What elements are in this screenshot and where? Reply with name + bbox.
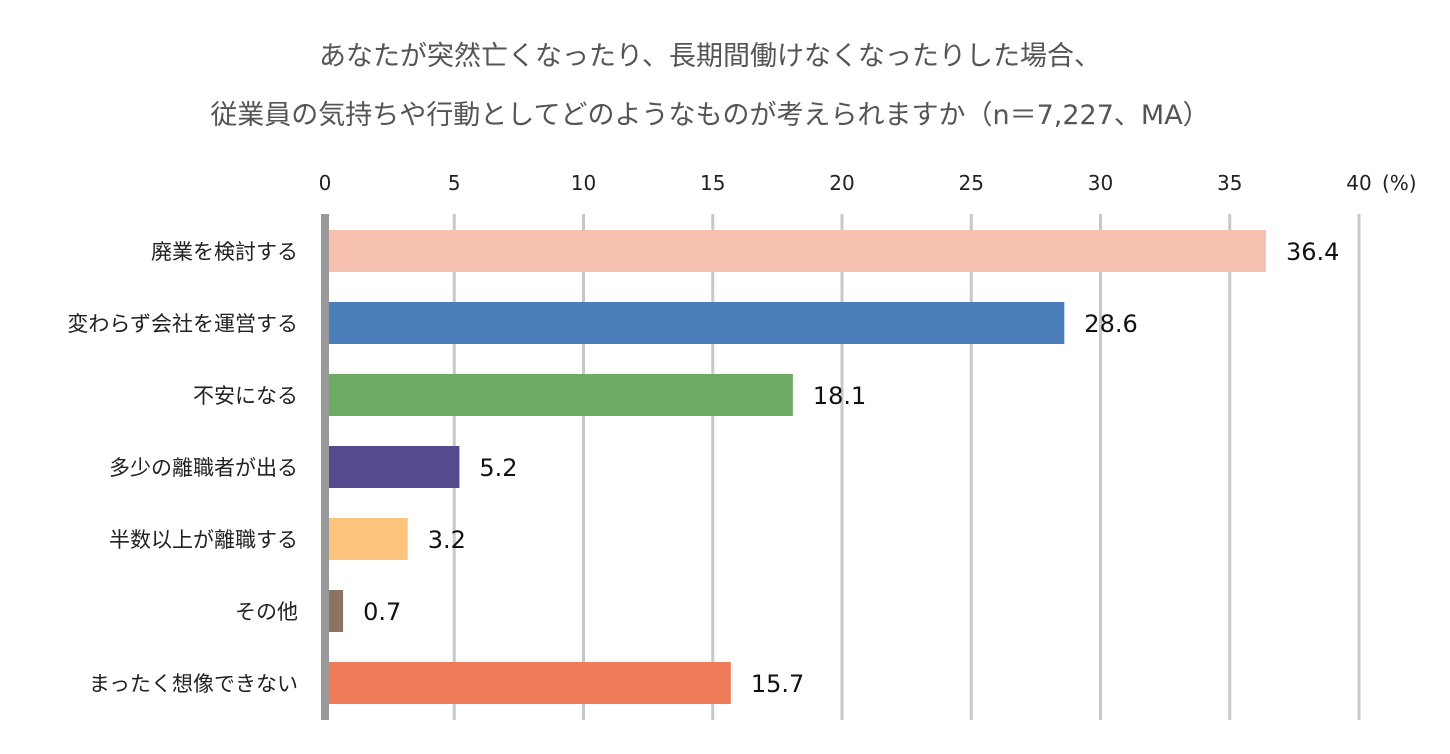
category-label: 半数以上が離職する	[109, 528, 298, 552]
bars: 廃業を検討する 36.4 変わらず会社を運営する 28.6 不安になる 18.1 多少の離職…	[67, 230, 1339, 704]
gridlines	[452, 214, 1361, 720]
data-label: 36.4	[1286, 238, 1339, 266]
y-axis-line	[321, 214, 329, 720]
tick-label: 0	[319, 171, 332, 195]
tick-label: 25	[959, 171, 984, 195]
chart-title-line-1: あなたが突然亡くなったり、長期間働けなくなったりした場合、	[319, 41, 1101, 72]
data-label: 3.2	[428, 526, 466, 554]
category-label: 変わらず会社を運営する	[67, 312, 298, 336]
category-label: その他	[235, 600, 298, 624]
unit-label: (%)	[1382, 171, 1417, 195]
chart-title-line-2: 従業員の気持ちや行動としてどのようなものが考えられますか（n＝7,227、MA）	[210, 100, 1209, 131]
bar	[329, 518, 408, 560]
bar	[329, 230, 1266, 272]
tick-label: 30	[1088, 171, 1113, 195]
tick-label: 5	[448, 171, 461, 195]
data-label: 15.7	[751, 670, 804, 698]
category-label: 多少の離職者が出る	[109, 456, 298, 480]
category-label: 不安になる	[193, 384, 298, 408]
tick-label: 15	[700, 171, 725, 195]
x-axis-ticks: 0 5 10 15 20 25 30 35 40	[319, 171, 1372, 195]
data-label: 28.6	[1084, 310, 1137, 338]
tick-label: 20	[829, 171, 854, 195]
bar	[329, 302, 1065, 344]
bar	[329, 662, 731, 704]
data-label: 18.1	[813, 382, 866, 410]
tick-label: 35	[1217, 171, 1242, 195]
tick-label: 10	[571, 171, 596, 195]
data-label: 0.7	[363, 598, 401, 626]
tick-label: 40	[1346, 171, 1371, 195]
category-label: 廃業を検討する	[151, 240, 298, 264]
bar	[329, 590, 344, 632]
bar	[329, 446, 460, 488]
data-label: 5.2	[479, 454, 517, 482]
category-label: まったく想像できない	[89, 672, 298, 696]
bar	[329, 374, 793, 416]
